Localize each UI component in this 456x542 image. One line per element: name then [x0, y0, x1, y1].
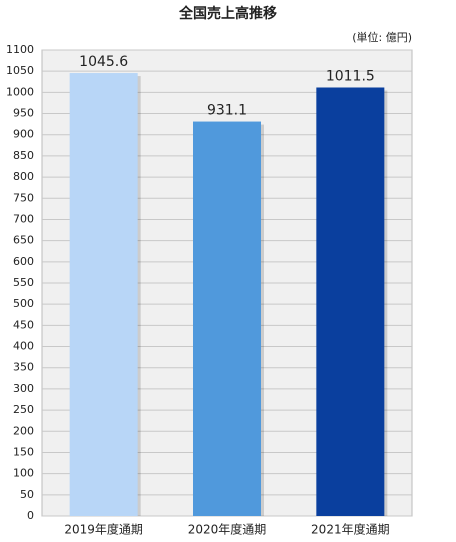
y-tick-label: 600 — [13, 255, 34, 268]
y-tick-label: 950 — [13, 107, 34, 120]
x-tick-label: 2020年度通期 — [188, 522, 267, 537]
y-tick-label: 550 — [13, 276, 34, 289]
y-tick-label: 200 — [13, 424, 34, 437]
y-tick-label: 0 — [27, 509, 34, 522]
chart-title: 全国売上高推移 — [178, 5, 277, 22]
bar — [69, 73, 138, 517]
y-tick-label: 900 — [13, 128, 34, 141]
x-tick-label: 2021年度通期 — [311, 522, 390, 537]
y-tick-label: 1100 — [6, 43, 34, 56]
y-tick-label: 400 — [13, 340, 34, 353]
value-label: 1045.6 — [79, 54, 128, 70]
y-tick-label: 100 — [13, 467, 34, 480]
y-tick-label: 350 — [13, 361, 34, 374]
bar — [193, 121, 261, 516]
y-tick-label: 150 — [13, 445, 34, 458]
x-tick-label: 2019年度通期 — [64, 522, 143, 537]
y-tick-label: 500 — [13, 297, 34, 310]
unit-note: (単位: 億円) — [352, 30, 412, 44]
y-tick-label: 50 — [20, 488, 34, 501]
y-tick-label: 850 — [13, 149, 34, 162]
bar — [316, 87, 385, 516]
value-label: 1011.5 — [326, 68, 375, 84]
y-tick-label: 250 — [13, 403, 34, 416]
y-tick-label: 750 — [13, 191, 34, 204]
y-tick-label: 300 — [13, 382, 34, 395]
y-tick-label: 650 — [13, 234, 34, 247]
y-tick-label: 800 — [13, 170, 34, 183]
value-label: 931.1 — [207, 103, 247, 119]
y-tick-label: 1000 — [6, 85, 34, 98]
y-tick-label: 700 — [13, 212, 34, 225]
y-tick-label: 1050 — [6, 64, 34, 77]
y-tick-label: 450 — [13, 318, 34, 331]
